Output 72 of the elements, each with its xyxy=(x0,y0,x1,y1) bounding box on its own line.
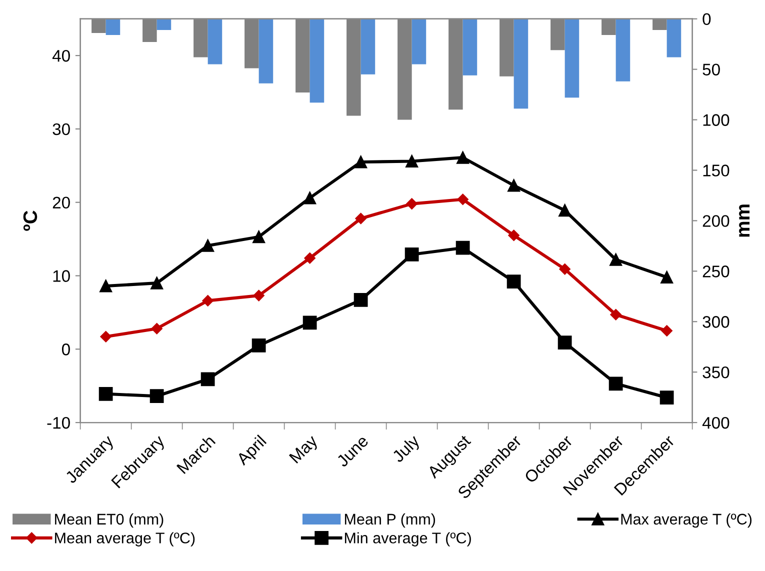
y-tick-label: 40 xyxy=(52,50,70,62)
bar xyxy=(666,18,682,58)
point xyxy=(660,390,674,405)
point xyxy=(200,372,215,386)
y2-axis-title: mm xyxy=(739,204,750,237)
point xyxy=(252,230,266,244)
legend-label: Min average T (ºC) xyxy=(344,532,471,546)
y2-tick-label: 0 xyxy=(702,13,711,26)
bar xyxy=(258,18,274,84)
y-tick-label: 10 xyxy=(53,270,70,282)
bar xyxy=(514,18,528,109)
point xyxy=(660,270,674,284)
point xyxy=(304,252,316,264)
y-tick-label: 30 xyxy=(52,123,70,136)
point xyxy=(202,239,214,252)
point xyxy=(456,240,470,255)
bar xyxy=(360,18,376,74)
bar xyxy=(310,18,324,103)
point xyxy=(151,322,162,334)
point xyxy=(302,316,317,330)
point xyxy=(202,295,214,306)
point xyxy=(610,309,622,320)
point xyxy=(354,293,368,307)
x-tick-label: May xyxy=(288,434,321,466)
y-tick-label: -10 xyxy=(47,416,70,429)
point xyxy=(98,386,113,401)
bar xyxy=(208,18,222,64)
y2-tick-label: 250 xyxy=(702,266,730,278)
point xyxy=(608,376,623,391)
bar xyxy=(156,18,172,30)
point xyxy=(456,151,470,164)
y2-tick-label: 400 xyxy=(702,416,730,429)
point xyxy=(253,290,264,302)
legend-label: Mean ET0 (mm) xyxy=(55,513,164,528)
bar xyxy=(412,18,426,64)
point xyxy=(404,248,419,262)
point xyxy=(100,331,112,342)
point xyxy=(610,253,622,266)
point xyxy=(100,280,112,292)
point xyxy=(304,192,316,204)
y2-tick-label: 150 xyxy=(703,164,730,176)
point xyxy=(355,212,366,224)
point xyxy=(559,264,570,275)
legend-label: Mean average T (ºC) xyxy=(55,532,195,546)
point xyxy=(150,389,164,404)
bar xyxy=(106,18,120,35)
y-tick-label: 0 xyxy=(62,344,70,356)
bar xyxy=(462,18,478,76)
point xyxy=(457,194,468,206)
y-tick-label: 20 xyxy=(52,196,70,209)
point xyxy=(150,276,164,290)
point xyxy=(558,336,572,350)
legend-label: Max average T (ºC) xyxy=(621,513,752,528)
y2-tick-label: 100 xyxy=(703,114,730,126)
bar xyxy=(616,18,630,82)
point xyxy=(558,204,572,217)
y2-tick-label: 50 xyxy=(702,64,720,76)
y-axis-title: ºC xyxy=(23,210,38,231)
point xyxy=(508,179,520,192)
point xyxy=(252,338,266,352)
point xyxy=(406,154,418,168)
bar xyxy=(564,18,580,98)
y2-tick-label: 350 xyxy=(702,366,730,378)
point xyxy=(508,230,520,241)
point xyxy=(661,325,672,336)
legend-label: Mean P (mm) xyxy=(344,513,436,528)
point xyxy=(354,156,368,168)
point xyxy=(406,198,418,210)
y2-tick-label: 300 xyxy=(702,316,730,328)
y2-tick-label: 200 xyxy=(702,215,730,227)
x-tick-label: July xyxy=(391,434,423,466)
point xyxy=(506,274,521,289)
